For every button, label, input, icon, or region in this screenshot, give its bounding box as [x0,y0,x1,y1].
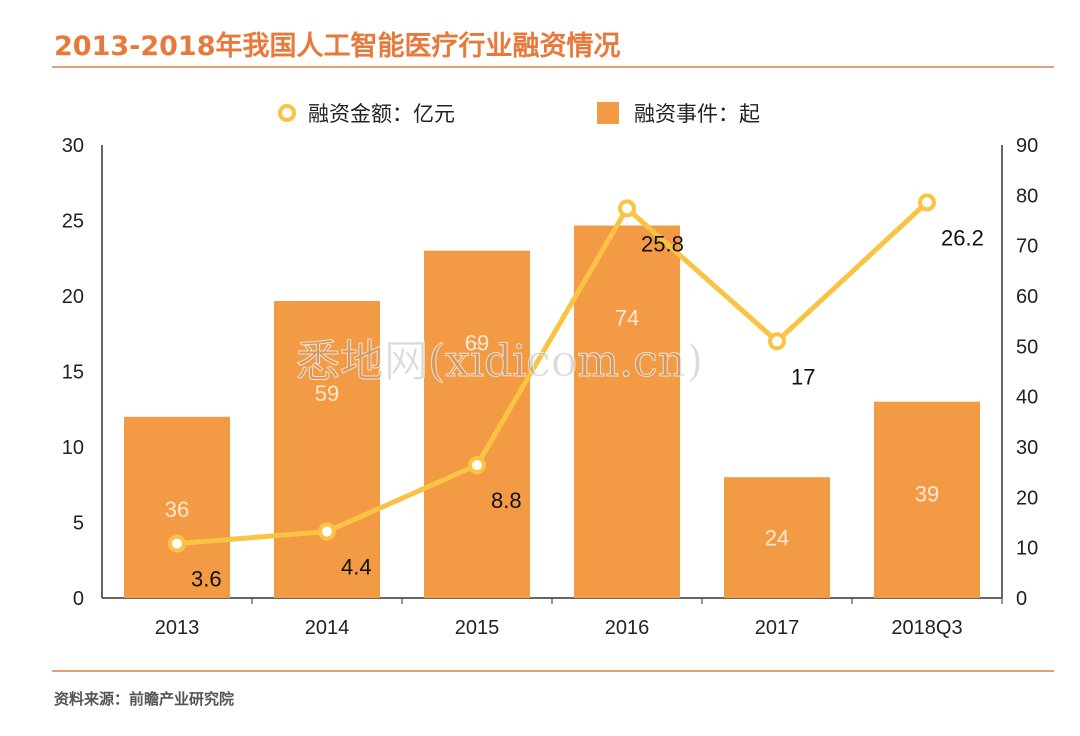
right-y-tick-label: 90 [1016,135,1038,157]
right-y-tick-label: 60 [1016,286,1038,308]
bar [274,301,380,598]
right-y-tick-label: 30 [1016,437,1038,459]
bar-series [124,225,980,599]
bar-value-label: 36 [165,497,189,522]
line-point [318,522,336,541]
watermark-text: 悉地网(xidicom.cn) [296,336,703,387]
bar [124,416,230,598]
line-value-label: 4.4 [341,555,372,580]
legend: 融资金额：亿元 融资事件：起 [278,102,760,126]
line-point [918,193,936,212]
line-point [468,456,486,475]
bar-value-label: 24 [765,526,789,551]
x-tick-label: 2014 [305,617,350,639]
line-value-label: 3.6 [191,567,222,592]
right-y-tick-label: 80 [1016,185,1038,207]
x-tick-label: 2015 [455,617,500,639]
line-path [176,200,929,547]
line-value-label: 26.2 [941,225,984,250]
line-point [168,534,186,553]
line-value-labels: 3.6 4.4 8.8 25.8 17 26.2 [191,225,984,591]
left-y-tick-label: 10 [62,437,84,459]
bar-value-label: 69 [465,331,489,356]
title-divider [52,66,1054,68]
right-y-tick-label: 10 [1016,538,1038,560]
right-y-tick-label: 40 [1016,387,1038,409]
chart-title: 2013-2018年我国人工智能医疗行业融资情况 [54,31,621,62]
line-series [168,193,936,553]
bar-value-label: 74 [615,306,639,331]
right-y-tick-label: 0 [1016,588,1027,610]
right-y-tick-label: 20 [1016,487,1038,509]
line-value-label: 17 [791,364,815,389]
left-y-tick-label: 5 [73,513,84,535]
legend-line-label: 融资金额：亿元 [308,102,455,126]
x-tick-label: 2016 [605,617,650,639]
bar [424,250,530,598]
left-y-tick-label: 0 [73,588,84,610]
right-y-tick-label: 70 [1016,236,1038,258]
bar-value-label: 39 [915,482,939,507]
right-y-tick-label: 50 [1016,336,1038,358]
left-y-tick-label: 25 [62,211,84,233]
line-point [768,332,786,351]
bar [574,225,680,599]
legend-line-marker [278,104,296,122]
bar-value-label: 59 [315,381,339,406]
x-tick-label: 2013 [155,617,200,639]
line-point [618,199,636,218]
left-y-tick-label: 30 [62,135,84,157]
line-value-label: 25.8 [641,231,684,256]
bar [724,477,830,598]
bar [874,401,980,598]
x-tick-label: 2017 [755,617,800,639]
source-note: 资料来源：前瞻产业研究院 [54,690,235,708]
axes: 0 5 10 15 20 25 30 0 10 20 30 40 50 60 70 80 90 2013 2014 2… [62,135,1039,639]
legend-bar-marker [597,102,619,124]
bar-value-labels: 36 59 69 74 24 39 [165,306,939,551]
left-y-tick-label: 15 [62,362,84,384]
left-y-tick-label: 20 [62,286,84,308]
x-tick-label: 2018Q3 [891,617,962,639]
line-value-label: 8.8 [491,488,522,513]
footer-divider [52,670,1054,672]
legend-bar-label: 融资事件：起 [634,102,760,126]
